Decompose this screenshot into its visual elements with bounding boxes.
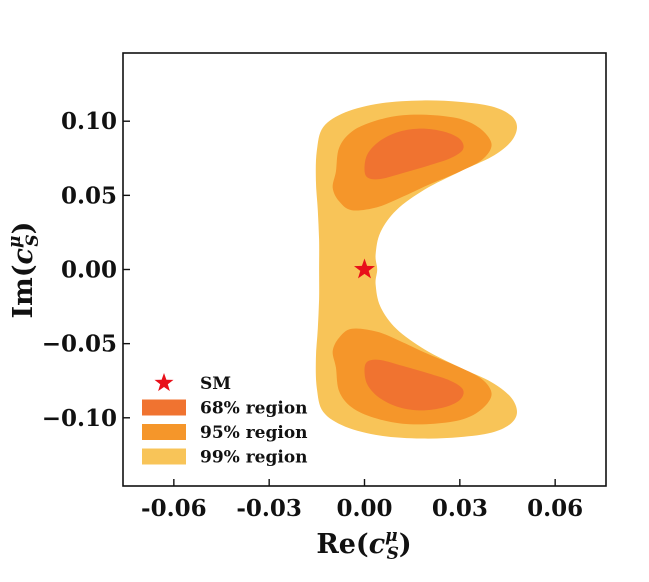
y-axis-label-prefix: Im(: [8, 264, 39, 318]
x-tick-label: 0.00: [336, 495, 392, 522]
x-tick-label: 0.03: [432, 495, 488, 522]
x-tick-label: 0.06: [527, 495, 583, 522]
y-tick-label: 0.00: [61, 257, 117, 284]
legend: SM 68% region 95% region 99% region: [142, 373, 308, 468]
legend-label: SM: [200, 374, 231, 394]
y-axis-label-sup: μ: [5, 236, 25, 248]
x-tick-label: -0.03: [236, 495, 302, 522]
x-axis-label-prefix: Re(: [316, 529, 368, 560]
legend-label: 99% region: [200, 448, 308, 468]
legend-star-icon: [154, 373, 174, 392]
x-axis-label-sub: S: [387, 544, 399, 564]
x-axis-label-sup: μ: [385, 526, 397, 546]
x-axis-ticks: -0.06 -0.03 0.00 0.03 0.06: [141, 479, 583, 522]
legend-swatch: [142, 448, 186, 465]
y-axis-label: Im(cμS): [5, 222, 43, 319]
y-tick-label: 0.10: [61, 108, 117, 135]
sm-point-star-icon: [354, 258, 375, 279]
points: [354, 258, 375, 279]
x-axis-label-suffix: ): [399, 529, 412, 560]
y-axis-ticks: −0.10 −0.05 0.00 0.05 0.10: [42, 108, 130, 432]
confidence-regions: [315, 100, 517, 439]
y-axis-label-suffix: ): [8, 222, 39, 235]
legend-swatch: [142, 424, 186, 440]
y-axis-label-var: c: [8, 248, 39, 264]
y-tick-label: −0.10: [42, 405, 117, 432]
x-axis-label-var: c: [369, 529, 385, 560]
y-tick-label: 0.05: [61, 182, 117, 209]
region-68-upper: [364, 128, 464, 180]
region-68-lower: [364, 359, 464, 411]
legend-label: 68% region: [200, 399, 308, 419]
x-tick-label: -0.06: [141, 495, 207, 522]
y-axis-label-sub: S: [23, 234, 43, 246]
legend-label: 95% region: [200, 423, 308, 443]
y-tick-label: −0.05: [42, 331, 117, 358]
x-axis-label: Re(cμ S): [316, 526, 411, 564]
legend-swatch: [142, 399, 186, 416]
